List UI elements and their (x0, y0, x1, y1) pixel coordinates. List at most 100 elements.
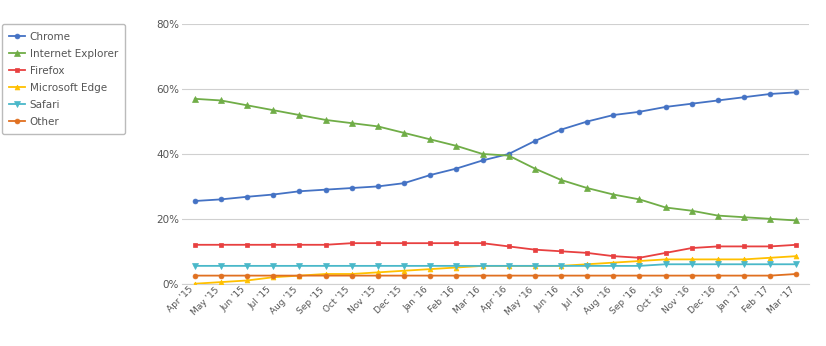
Microsoft Edge (582, 262, 592, 266)
Safari (504, 264, 514, 268)
Chrome (216, 197, 226, 201)
Firefox (687, 246, 697, 250)
Internet Explorer (582, 186, 592, 190)
Microsoft Edge (347, 272, 357, 276)
Line: Microsoft Edge: Microsoft Edge (192, 254, 799, 286)
Firefox (320, 243, 330, 247)
Other (582, 274, 592, 278)
Other (190, 274, 200, 278)
Microsoft Edge (661, 257, 671, 262)
Microsoft Edge (399, 268, 409, 273)
Microsoft Edge (609, 261, 619, 265)
Safari (582, 264, 592, 268)
Microsoft Edge (216, 280, 226, 284)
Firefox (190, 243, 200, 247)
Line: Firefox: Firefox (192, 241, 799, 260)
Internet Explorer (609, 192, 619, 197)
Firefox (399, 241, 409, 245)
Legend: Chrome, Internet Explorer, Firefox, Microsoft Edge, Safari, Other: Chrome, Internet Explorer, Firefox, Micr… (2, 24, 126, 134)
Internet Explorer (634, 197, 644, 201)
Chrome (242, 195, 252, 199)
Firefox (661, 251, 671, 255)
Chrome (791, 90, 801, 94)
Internet Explorer (373, 124, 383, 128)
Safari (242, 264, 252, 268)
Safari (425, 264, 435, 268)
Firefox (425, 241, 435, 245)
Firefox (268, 243, 278, 247)
Microsoft Edge (739, 257, 749, 262)
Safari (399, 264, 409, 268)
Chrome (347, 186, 357, 190)
Safari (739, 262, 749, 266)
Firefox (766, 244, 776, 248)
Internet Explorer (713, 213, 723, 218)
Other (766, 274, 776, 278)
Other (477, 274, 487, 278)
Firefox (373, 241, 383, 245)
Chrome (739, 95, 749, 99)
Other (242, 274, 252, 278)
Safari (347, 264, 357, 268)
Other (320, 274, 330, 278)
Firefox (295, 243, 305, 247)
Firefox (504, 244, 514, 248)
Microsoft Edge (766, 256, 776, 260)
Internet Explorer (216, 98, 226, 102)
Microsoft Edge (242, 279, 252, 283)
Chrome (634, 110, 644, 114)
Firefox (556, 249, 566, 253)
Other (504, 274, 514, 278)
Chrome (268, 192, 278, 197)
Safari (477, 264, 487, 268)
Internet Explorer (242, 103, 252, 107)
Other (739, 274, 749, 278)
Safari (766, 262, 776, 266)
Microsoft Edge (713, 257, 723, 262)
Microsoft Edge (320, 272, 330, 276)
Other (530, 274, 540, 278)
Safari (556, 264, 566, 268)
Chrome (766, 92, 776, 96)
Other (556, 274, 566, 278)
Chrome (713, 98, 723, 102)
Other (216, 274, 226, 278)
Microsoft Edge (504, 264, 514, 268)
Chrome (451, 166, 461, 171)
Safari (791, 262, 801, 266)
Internet Explorer (425, 137, 435, 142)
Chrome (687, 102, 697, 106)
Other (687, 274, 697, 278)
Safari (661, 262, 671, 266)
Chrome (661, 105, 671, 109)
Other (713, 274, 723, 278)
Line: Internet Explorer: Internet Explorer (192, 96, 800, 223)
Firefox (242, 243, 252, 247)
Safari (320, 264, 330, 268)
Safari (451, 264, 461, 268)
Internet Explorer (661, 206, 671, 210)
Other (425, 274, 435, 278)
Firefox (347, 241, 357, 245)
Microsoft Edge (425, 267, 435, 271)
Internet Explorer (268, 108, 278, 112)
Microsoft Edge (295, 274, 305, 278)
Internet Explorer (190, 97, 200, 101)
Internet Explorer (739, 215, 749, 219)
Safari (634, 264, 644, 268)
Microsoft Edge (451, 265, 461, 270)
Microsoft Edge (634, 259, 644, 263)
Internet Explorer (477, 152, 487, 156)
Firefox (739, 244, 749, 248)
Firefox (477, 241, 487, 245)
Internet Explorer (687, 209, 697, 213)
Firefox (582, 251, 592, 255)
Other (451, 274, 461, 278)
Chrome (582, 119, 592, 124)
Safari (530, 264, 540, 268)
Firefox (713, 244, 723, 248)
Internet Explorer (791, 218, 801, 222)
Internet Explorer (530, 166, 540, 171)
Firefox (451, 241, 461, 245)
Chrome (190, 199, 200, 203)
